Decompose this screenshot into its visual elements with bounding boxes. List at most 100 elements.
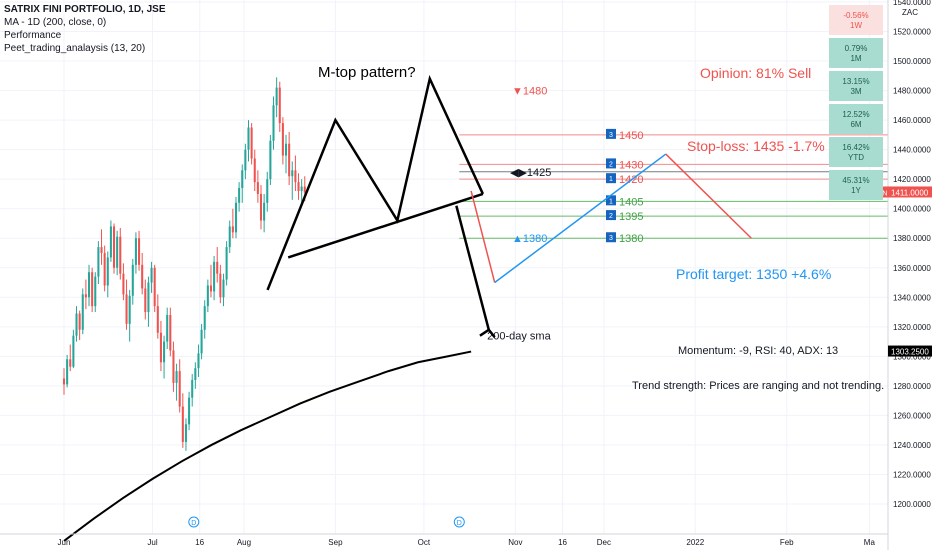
projection-arrow — [455, 205, 491, 331]
level-tag: 2 — [609, 161, 613, 168]
candle-body — [206, 285, 209, 307]
candle-body — [263, 202, 266, 221]
price-tick-label: 1200.0000 — [893, 500, 931, 509]
candle-body — [97, 247, 100, 277]
candle-body — [156, 306, 159, 333]
opinion-label: Opinion: 81% Sell — [700, 65, 811, 81]
candle-body — [150, 267, 153, 283]
perf-period: 1M — [850, 54, 861, 63]
candle-body — [147, 282, 150, 313]
candle-body — [159, 332, 162, 363]
price-tick-label: 1540.0000 — [893, 0, 931, 7]
price-tick-label: 1420.0000 — [893, 175, 931, 184]
perf-value: 0.79% — [845, 44, 868, 53]
perf-cell — [829, 38, 883, 68]
level-tag: 1 — [609, 176, 613, 183]
level-tag-box — [606, 173, 616, 184]
time-tick-label: 16 — [195, 538, 204, 547]
level-tag: 2 — [609, 213, 613, 220]
m-top-outline — [266, 74, 485, 291]
indicator-performance-label[interactable]: Performance — [4, 30, 62, 41]
candle-body — [253, 158, 256, 183]
sma-price-label: 1303.2500 — [891, 348, 929, 357]
level-label: 1450 — [619, 130, 643, 142]
candle-body — [278, 87, 281, 124]
performance-panel: -0.56%1W 0.79%1M 13.15%3M 12.52%6M 16.42%YTD… — [829, 5, 883, 200]
drawings — [266, 74, 752, 338]
candle-body — [300, 186, 303, 191]
candle-body — [84, 294, 87, 298]
candle-body — [119, 236, 122, 274]
candle-body — [72, 335, 75, 367]
price-tick-label: 1380.0000 — [893, 234, 931, 243]
time-tick-label: Dec — [597, 538, 611, 547]
sma-200-path — [63, 350, 472, 542]
candle-body — [216, 261, 219, 274]
candle-body — [284, 143, 288, 156]
level-tag-box — [606, 128, 616, 139]
candle-body — [231, 226, 234, 233]
level-lines: 314502143011420114052139531380◀▶1425▼148… — [459, 86, 888, 245]
perf-period: 3M — [850, 87, 861, 96]
candle-body — [228, 226, 231, 248]
candle-body — [213, 261, 216, 292]
projection-arrow-head-icon — [479, 328, 496, 338]
time-tick-label: Jul — [147, 538, 157, 547]
indicator-ma-label[interactable]: MA - 1D (200, close, 0) — [4, 17, 107, 28]
candle-body — [131, 264, 134, 296]
price-tick-label: 1500.0000 — [893, 57, 931, 66]
level-tag-box — [606, 210, 616, 221]
candle-body — [103, 253, 106, 286]
candle-body — [62, 378, 66, 385]
candle-body — [91, 272, 94, 307]
indicator-peet-label[interactable]: Peet_trading_analaysis (13, 20) — [4, 43, 146, 54]
price-tick-label: 1460.0000 — [893, 116, 931, 125]
candle-body — [138, 238, 141, 265]
pivot-label: ◀▶1425 — [510, 167, 551, 179]
time-tick-label: 2022 — [686, 538, 704, 547]
forecast-up-path — [494, 153, 667, 284]
candle-body — [141, 264, 144, 289]
momentum-label: Momentum: -9, RSI: 40, ADX: 13 — [678, 345, 838, 357]
candle-body — [191, 379, 194, 398]
time-tick-label: Feb — [780, 538, 794, 547]
perf-cell — [829, 71, 883, 101]
candle-body — [275, 87, 278, 106]
candle-body — [269, 140, 272, 180]
trend-strength-label: Trend strength: Prices are ranging and n… — [632, 380, 884, 392]
perf-period: 1W — [850, 21, 862, 30]
candle-body — [166, 315, 169, 342]
dividend-marker-icon — [453, 516, 465, 528]
candle-body — [181, 406, 184, 442]
price-tick-label: 1240.0000 — [893, 441, 931, 450]
candle-body — [69, 359, 72, 367]
perf-period: 1Y — [851, 186, 861, 195]
candle-body — [125, 294, 128, 324]
dividend-marker-label: D — [191, 520, 196, 527]
price-tick-label: 1320.0000 — [893, 323, 931, 332]
candle-body — [153, 267, 156, 307]
candle-body — [291, 170, 294, 177]
sma-label: 200-day sma — [487, 331, 551, 343]
level-label: 1395 — [619, 211, 643, 223]
candle-body — [109, 226, 112, 258]
perf-cell — [829, 137, 883, 167]
candle-body — [203, 306, 206, 330]
candle-body — [294, 170, 297, 183]
candle-body — [222, 279, 225, 298]
perf-period: 6M — [850, 120, 861, 129]
candle-body — [163, 341, 166, 363]
perf-value: 12.52% — [842, 110, 869, 119]
time-tick-label: Nov — [508, 538, 522, 547]
chart-title: SATRIX FINI PORTFOLIO, 1D, JSE — [4, 4, 166, 15]
candle-body — [266, 179, 269, 203]
candle-body — [297, 182, 300, 191]
time-tick-label: 16 — [558, 538, 567, 547]
candle-body — [225, 247, 228, 280]
level-tag: 3 — [609, 235, 613, 242]
candle-body — [94, 276, 97, 307]
candle-body — [197, 353, 200, 369]
price-tick-label: 1520.0000 — [893, 28, 931, 37]
time-tick-label: Jun — [58, 538, 71, 547]
